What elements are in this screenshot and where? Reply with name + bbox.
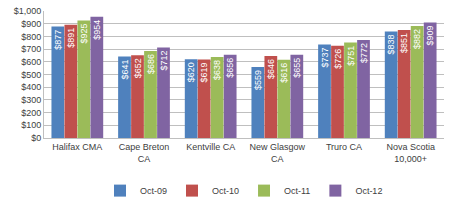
svg-text:$656: $656 (225, 58, 235, 78)
svg-text:$100: $100 (21, 120, 41, 130)
svg-text:$772: $772 (359, 43, 369, 63)
svg-text:$616: $616 (279, 63, 289, 83)
svg-text:$909: $909 (425, 26, 435, 46)
svg-text:$646: $646 (266, 59, 276, 79)
svg-text:$925: $925 (79, 24, 89, 44)
svg-text:$877: $877 (53, 30, 63, 50)
svg-text:$641: $641 (120, 60, 130, 80)
svg-text:$0: $0 (31, 133, 41, 143)
svg-text:$300: $300 (21, 95, 41, 105)
svg-text:$200: $200 (21, 108, 41, 118)
svg-text:$882: $882 (412, 29, 422, 49)
svg-text:Truro CA: Truro CA (326, 142, 362, 152)
svg-text:New GlasgowCA: New GlasgowCA (250, 142, 306, 164)
svg-text:$954: $954 (92, 20, 102, 40)
svg-text:$1,000: $1,000 (14, 6, 42, 16)
svg-text:$652: $652 (133, 58, 143, 78)
svg-text:$712: $712 (159, 51, 169, 71)
svg-text:$500: $500 (21, 70, 41, 80)
svg-text:Cape BretonCA: Cape BretonCA (119, 142, 170, 164)
svg-text:Halifax CMA: Halifax CMA (52, 142, 102, 152)
svg-text:$559: $559 (253, 70, 263, 90)
svg-text:$638: $638 (212, 60, 222, 80)
svg-text:$851: $851 (399, 33, 409, 53)
svg-text:$726: $726 (333, 49, 343, 69)
svg-text:$619: $619 (199, 62, 209, 82)
svg-text:$800: $800 (21, 32, 41, 42)
svg-text:Oct-11: Oct-11 (284, 186, 310, 196)
svg-text:$400: $400 (21, 82, 41, 92)
svg-text:$891: $891 (66, 28, 76, 48)
svg-text:$700: $700 (21, 44, 41, 54)
svg-text:Oct-10: Oct-10 (212, 186, 239, 196)
svg-text:Oct-12: Oct-12 (355, 186, 382, 196)
svg-text:$620: $620 (186, 62, 196, 82)
svg-text:$686: $686 (146, 54, 156, 74)
svg-text:Nova Scotia10,000+: Nova Scotia10,000+ (386, 142, 435, 164)
svg-text:Oct-09: Oct-09 (140, 186, 167, 196)
svg-text:$751: $751 (346, 46, 356, 66)
svg-text:Kentville CA: Kentville CA (186, 142, 235, 152)
svg-text:$838: $838 (386, 35, 396, 55)
svg-text:$655: $655 (292, 58, 302, 78)
svg-text:$900: $900 (21, 19, 41, 29)
svg-text:$737: $737 (320, 47, 330, 67)
svg-text:$600: $600 (21, 57, 41, 67)
